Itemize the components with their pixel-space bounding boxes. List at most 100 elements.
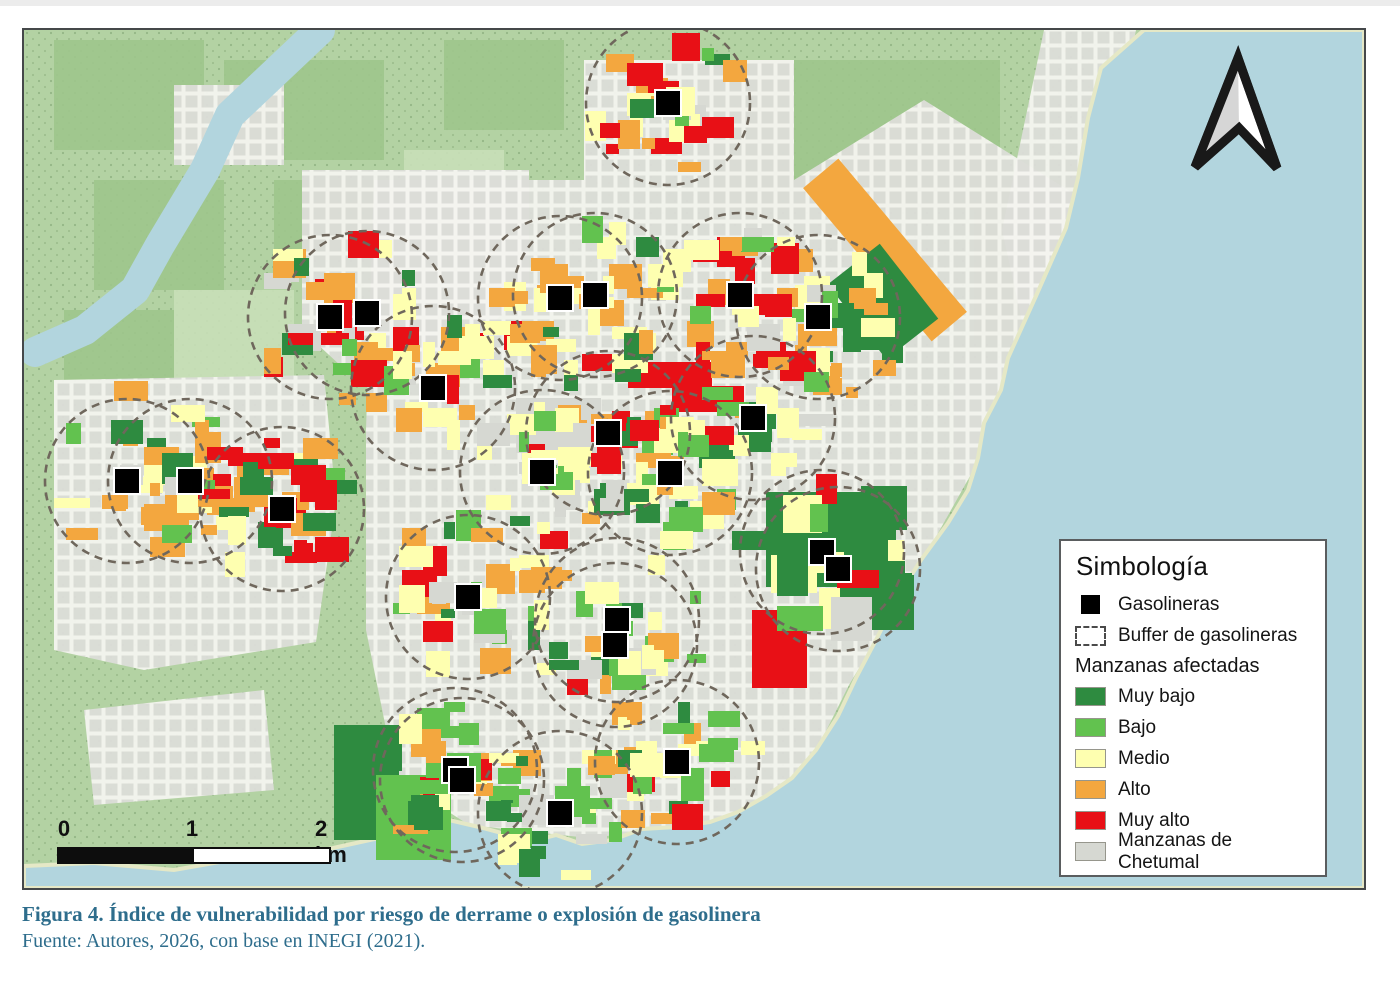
- gas-station-buffer: [283, 229, 451, 397]
- gas-station-marker: [353, 299, 381, 327]
- manzana-block: [723, 60, 747, 82]
- manzana-block: [588, 309, 600, 335]
- manzana-block: [423, 342, 435, 367]
- color-swatch-medio: [1075, 749, 1106, 768]
- manzana-block: [648, 555, 665, 575]
- manzana-block: [636, 504, 660, 523]
- manzana-block: [642, 645, 664, 669]
- manzana-block: [741, 237, 774, 252]
- manzana-block: [486, 495, 511, 510]
- manzana-block: [732, 531, 781, 550]
- manzana-block: [510, 324, 540, 343]
- buffer-layer: [43, 30, 922, 888]
- manzana-block: [342, 339, 357, 356]
- color-swatch-muy-bajo: [1075, 687, 1106, 706]
- legend-item-gasolineras: Gasolineras: [1075, 592, 1313, 617]
- manzana-block: [669, 507, 703, 532]
- gas-station-marker: [454, 583, 482, 611]
- manzana-block: [606, 144, 619, 154]
- manzana-block: [753, 354, 772, 368]
- legend-item-bajo: Bajo: [1075, 715, 1313, 740]
- manzana-block: [333, 363, 355, 375]
- buffer-swatch-icon: [1075, 625, 1106, 646]
- manzana-block: [540, 531, 568, 549]
- manzana-block: [534, 600, 549, 630]
- legend-label-bajo: Bajo: [1118, 716, 1157, 738]
- manzana-block: [567, 768, 581, 792]
- manzana-block: [828, 504, 845, 540]
- manzana-block: [288, 333, 313, 345]
- gas-station-marker: [663, 748, 691, 776]
- legend-item-muy-bajo: Muy bajo: [1075, 684, 1313, 709]
- manzana-block: [393, 825, 428, 834]
- manzana-block: [798, 414, 833, 426]
- manzana-block: [708, 711, 740, 727]
- manzana-block: [264, 348, 281, 374]
- manzana-block: [804, 276, 830, 287]
- manzana-block: [648, 264, 683, 287]
- manzana-block: [558, 570, 572, 581]
- manzana-block: [510, 516, 530, 526]
- manzana-block: [582, 513, 600, 524]
- manzana-block: [777, 606, 823, 631]
- manzana-block: [429, 582, 457, 603]
- manzana-block: [741, 741, 765, 755]
- manzana-block: [663, 723, 694, 734]
- manzana-block: [684, 240, 719, 260]
- gas-station-marker: [656, 459, 684, 487]
- manzana-block: [351, 360, 387, 387]
- manzana-block: [696, 294, 725, 307]
- manzana-block: [516, 756, 528, 766]
- manzana-block: [558, 447, 592, 466]
- manzana-block: [498, 768, 521, 784]
- legend-label-buffer-de-gasolineras: Buffer de gasolineras: [1118, 624, 1298, 646]
- manzana-block: [114, 381, 148, 401]
- manzana-block: [399, 714, 422, 744]
- gas-station-marker: [601, 631, 629, 659]
- legend-item-muy-alto: Muy alto: [1075, 808, 1313, 833]
- manzana-block: [531, 258, 555, 271]
- manzana-block: [852, 252, 867, 276]
- manzana-block: [768, 357, 789, 370]
- gas-station-buffer: [106, 397, 274, 565]
- manzana-block: [507, 813, 523, 822]
- manzana-block: [600, 123, 620, 138]
- manzana-block: [705, 426, 734, 445]
- manzana-block: [519, 432, 529, 452]
- manzana-block: [609, 222, 626, 245]
- manzana-block: [783, 318, 796, 341]
- manzana-block: [315, 480, 337, 510]
- manzana-block: [438, 351, 471, 365]
- legend-item-medio: Medio: [1075, 746, 1313, 771]
- gas-station-buffer: [524, 349, 692, 517]
- manzana-block: [225, 552, 245, 577]
- manzana-block: [399, 585, 425, 613]
- manzana-block: [258, 453, 294, 469]
- manzana-block: [477, 423, 510, 446]
- manzana-block: [630, 99, 654, 118]
- manzana-block: [843, 324, 861, 352]
- manzana-block: [627, 489, 649, 502]
- manzana-block: [111, 420, 143, 444]
- manzana-block: [672, 804, 703, 830]
- manzana-block: [771, 453, 797, 467]
- manzana-block: [687, 654, 706, 663]
- gas-station-marker: [268, 495, 296, 523]
- manzana-block: [618, 120, 640, 149]
- manzana-block: [534, 411, 556, 431]
- manzana-block: [651, 813, 683, 824]
- gas-station-marker: [654, 89, 682, 117]
- manzana-block: [861, 336, 884, 350]
- manzana-block: [777, 552, 808, 596]
- manzana-block: [102, 495, 128, 509]
- manzana-block: [273, 546, 292, 556]
- legend: Simbología Gasolineras Buffer de gasoline…: [1059, 539, 1327, 877]
- gas-station-marker: [448, 766, 476, 794]
- manzana-block: [306, 282, 340, 300]
- legend-label-muy-bajo: Muy bajo: [1118, 685, 1196, 707]
- manzana-block: [441, 609, 455, 618]
- gas-station-buffer: [458, 388, 626, 556]
- manzana-block: [423, 621, 453, 642]
- legend-label-manzanas-de-chetumal: Manzanas de Chetumal: [1118, 829, 1233, 873]
- gas-station-swatch-icon: [1081, 595, 1100, 614]
